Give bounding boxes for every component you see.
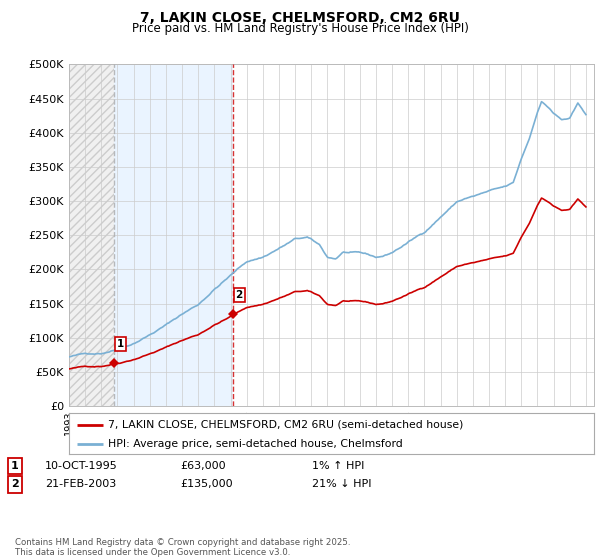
Bar	[69, 64, 114, 406]
Text: HPI: Average price, semi-detached house, Chelmsford: HPI: Average price, semi-detached house,…	[109, 438, 403, 449]
Text: 21-FEB-2003: 21-FEB-2003	[45, 479, 116, 489]
Text: £63,000: £63,000	[180, 461, 226, 471]
Bar	[114, 64, 233, 406]
Text: £135,000: £135,000	[180, 479, 233, 489]
Text: 10-OCT-1995: 10-OCT-1995	[45, 461, 118, 471]
Text: 2: 2	[11, 479, 19, 489]
Text: 1: 1	[11, 461, 19, 471]
Text: 1: 1	[117, 339, 124, 349]
Text: Price paid vs. HM Land Registry's House Price Index (HPI): Price paid vs. HM Land Registry's House …	[131, 22, 469, 35]
Text: 7, LAKIN CLOSE, CHELMSFORD, CM2 6RU: 7, LAKIN CLOSE, CHELMSFORD, CM2 6RU	[140, 11, 460, 25]
Text: 21% ↓ HPI: 21% ↓ HPI	[312, 479, 371, 489]
Text: 1% ↑ HPI: 1% ↑ HPI	[312, 461, 364, 471]
Text: 2: 2	[235, 290, 243, 300]
Text: Contains HM Land Registry data © Crown copyright and database right 2025.
This d: Contains HM Land Registry data © Crown c…	[15, 538, 350, 557]
Text: 7, LAKIN CLOSE, CHELMSFORD, CM2 6RU (semi-detached house): 7, LAKIN CLOSE, CHELMSFORD, CM2 6RU (sem…	[109, 419, 464, 430]
